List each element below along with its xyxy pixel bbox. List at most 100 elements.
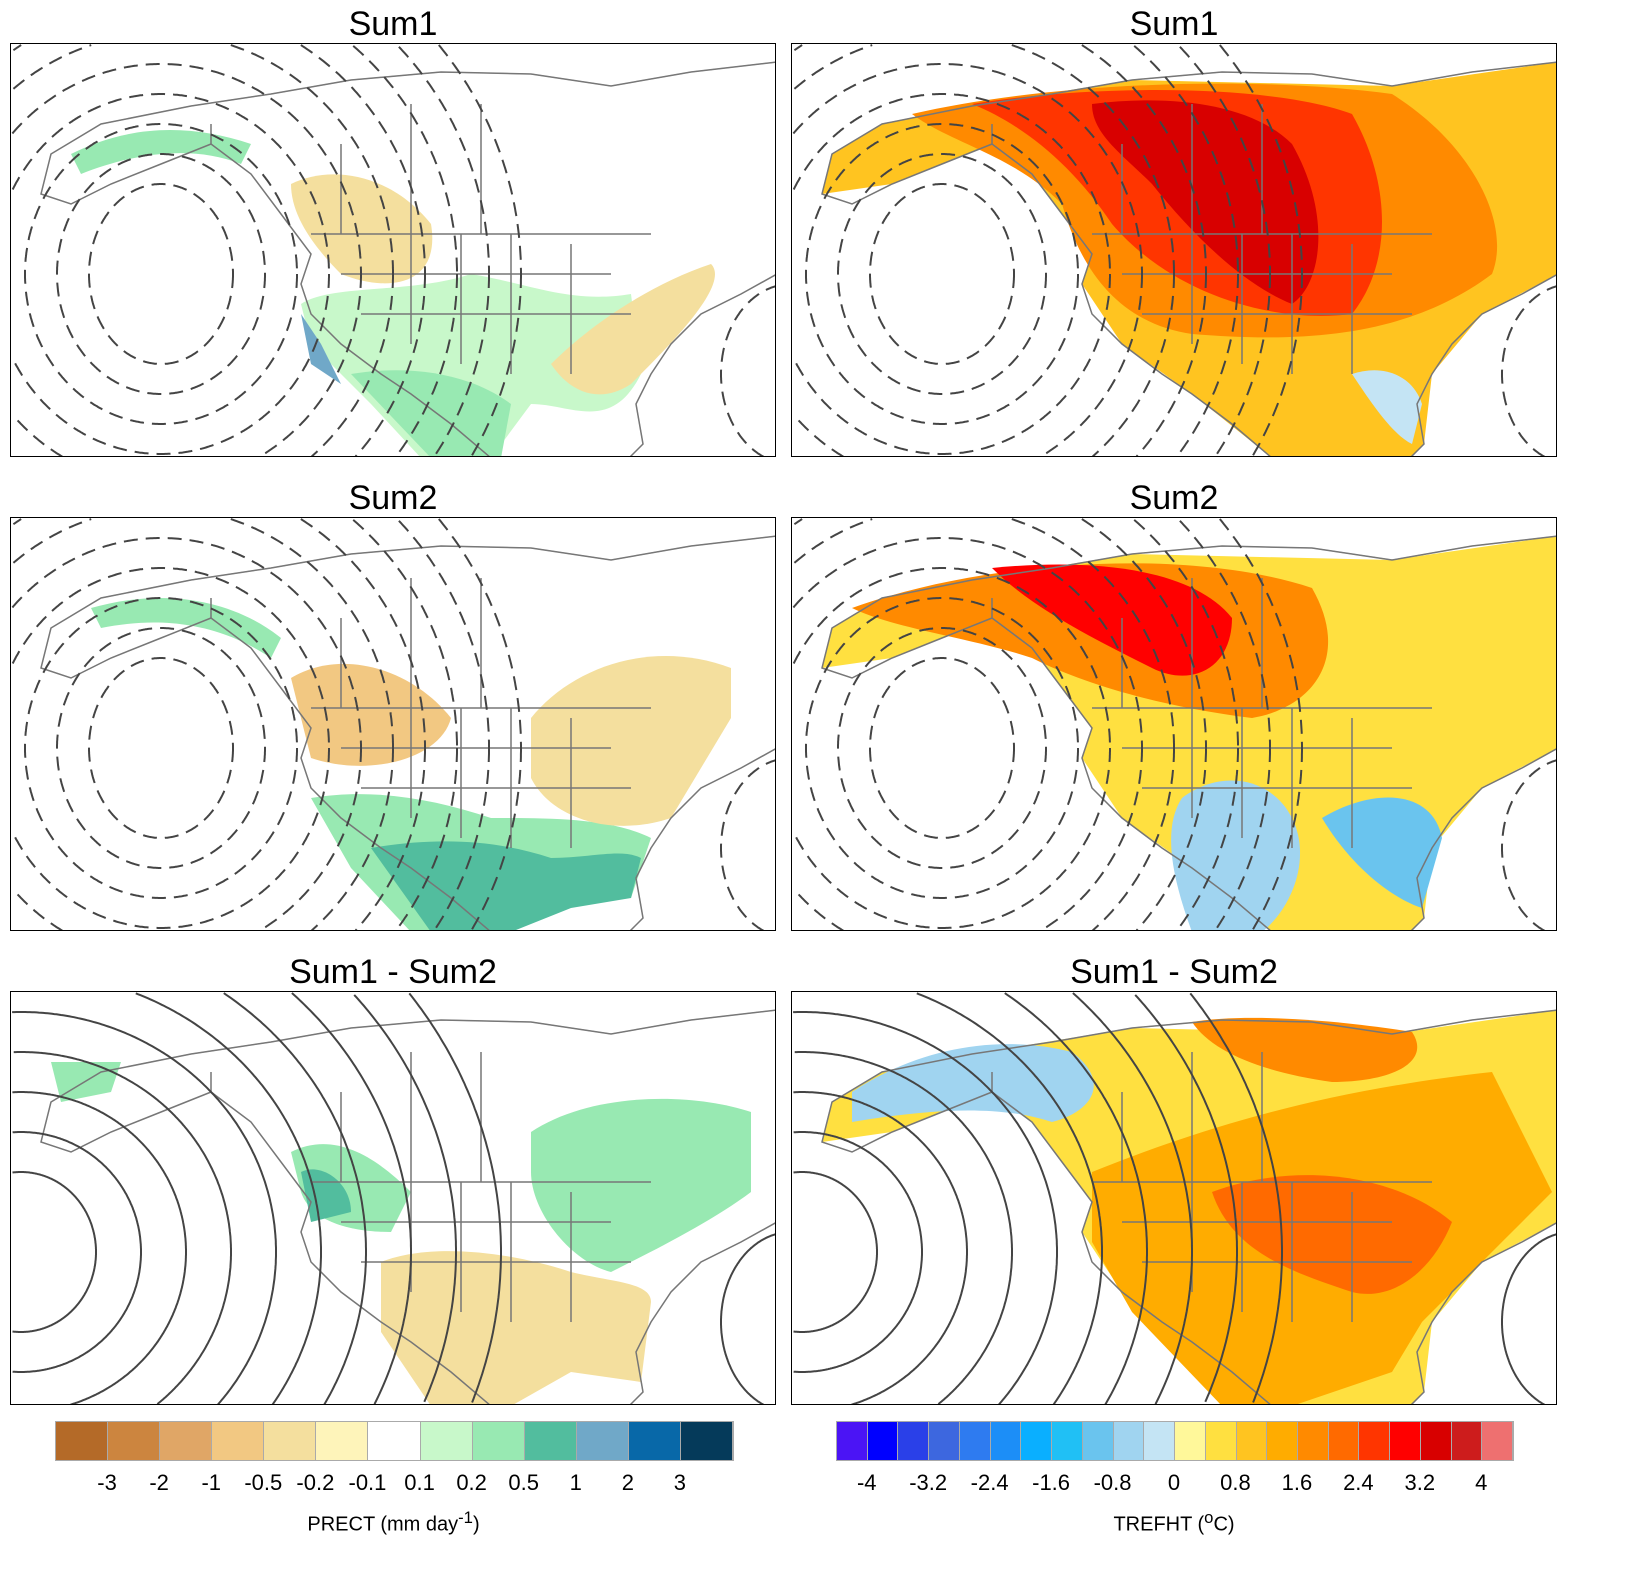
contour-line (1219, 44, 1303, 456)
contour-line (1501, 285, 1556, 456)
panel-title: Sum2 (1129, 479, 1219, 517)
panel-title: Sum1 - Sum2 (289, 953, 497, 991)
contour-line (56, 627, 266, 869)
map-panel-prect (10, 517, 776, 931)
colorbar-tick-label: 0 (1167, 1470, 1181, 1495)
state-borders (210, 104, 651, 374)
state-borders (991, 578, 1432, 848)
colorbar-swatch (1082, 1422, 1114, 1460)
contour-line (792, 93, 1111, 455)
contour-line (11, 63, 362, 456)
label-superscript: -1 (458, 1508, 473, 1527)
contour-line (12, 518, 394, 930)
contour-line (1179, 46, 1271, 456)
contour-line (398, 46, 490, 456)
contour-line (11, 93, 330, 455)
contour-line (135, 992, 322, 1404)
contour-line (794, 1051, 1013, 1404)
field-shading (1352, 370, 1422, 444)
colorbar-swatch (576, 1422, 629, 1460)
contour-line (13, 1051, 232, 1404)
colorbar-swatch (1267, 1422, 1299, 1460)
colorbar-tick-label: -2 (149, 1470, 169, 1495)
colorbar-label: PRECT (mm day-1) (55, 1508, 732, 1537)
contour-line (1189, 992, 1283, 1403)
contour-line (24, 597, 298, 899)
field-shading (381, 1251, 651, 1404)
contour-line (1004, 992, 1148, 1404)
contour-line (12, 1131, 142, 1373)
contour-line (720, 1233, 775, 1404)
field-shading (992, 564, 1232, 676)
contour-line (12, 1011, 277, 1404)
colorbar-tick-label: -3.2 (909, 1470, 948, 1495)
colorbar-swatch (1482, 1422, 1514, 1460)
map-panel-trefht (791, 517, 1557, 931)
contour-line (869, 183, 1015, 365)
contour-line (408, 992, 502, 1403)
colorbar-swatch (1175, 1422, 1206, 1460)
colorbar-swatch (56, 1422, 109, 1460)
colorbar-swatch (1328, 1422, 1360, 1460)
colorbar-swatch (472, 1422, 525, 1460)
contour-line (793, 44, 1175, 456)
colorbar-swatch (898, 1422, 930, 1460)
panel-title: Sum1 (348, 5, 438, 43)
contour-line (792, 63, 1143, 456)
state-borders (210, 578, 651, 848)
contour-line (88, 657, 234, 839)
colorbar-tick-label: 4 (1475, 1470, 1488, 1495)
field-shading (351, 370, 511, 456)
contour-line (438, 44, 522, 456)
label-text: PRECT (mm day (307, 1513, 459, 1536)
colorbar-prect (55, 1421, 734, 1461)
label-end: C) (1213, 1513, 1235, 1536)
colorbar-swatch (368, 1422, 421, 1460)
contour-line (12, 518, 426, 930)
field-shading (91, 598, 281, 658)
field-shading (291, 174, 433, 284)
contour-line (869, 657, 1015, 839)
contour-line (1501, 759, 1556, 930)
map-panel-trefht (791, 991, 1557, 1405)
contour-line (438, 518, 522, 930)
contour-line (352, 519, 458, 930)
contour-line (398, 520, 490, 930)
colorbar-tick-label: 0.8 (1220, 1470, 1251, 1495)
contour-line (793, 518, 1207, 930)
field-shading (1192, 1017, 1418, 1082)
colorbar-swatch (837, 1422, 868, 1460)
contour-line (352, 45, 458, 456)
contour-line (1179, 520, 1271, 930)
colorbar-swatch (160, 1422, 213, 1460)
coastline (40, 1009, 775, 1404)
colorbar-swatch (316, 1422, 369, 1460)
contour-line (88, 183, 234, 365)
contour-line (837, 153, 1047, 395)
colorbar-swatch (1298, 1422, 1329, 1460)
colorbar-swatch (867, 1422, 899, 1460)
colorbar-tick-label: -0.8 (1093, 1470, 1132, 1495)
colorbar-tick-label: 0.2 (456, 1470, 487, 1495)
colorbar-swatch (524, 1422, 577, 1460)
contour-line (24, 123, 298, 425)
contour-line (12, 44, 394, 456)
panel-title: Sum1 (1129, 5, 1219, 43)
coastline (40, 535, 775, 930)
contour-line (1133, 45, 1239, 456)
contour-line (11, 567, 330, 929)
colorbar-swatch (680, 1422, 734, 1460)
colorbar-swatch (990, 1422, 1022, 1460)
colorbar-tick-label: -0.5 (244, 1470, 283, 1495)
colorbar-swatch (1359, 1422, 1391, 1460)
panel-title: Sum1 - Sum2 (1070, 953, 1278, 991)
colorbar-swatch (212, 1422, 265, 1460)
contour-line (792, 537, 1143, 930)
colorbar-tick-label: -0.1 (348, 1470, 387, 1495)
label-end: ) (472, 1513, 480, 1536)
colorbar-swatch (264, 1422, 317, 1460)
colorbar-tick-label: -1.6 (1032, 1470, 1071, 1495)
colorbar-swatch (1420, 1422, 1452, 1460)
colorbar-swatch (420, 1422, 473, 1460)
map-panel-trefht (791, 43, 1557, 457)
